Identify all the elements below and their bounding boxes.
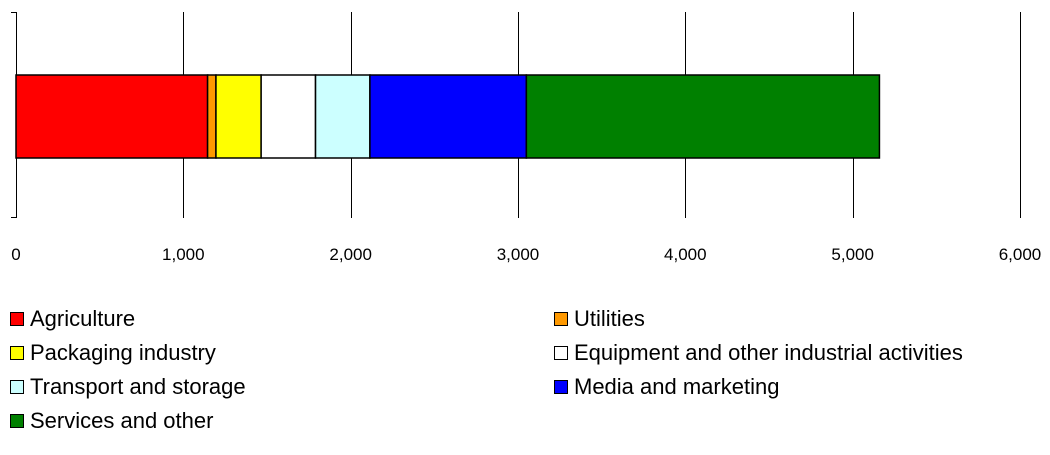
x-tick-label: 2,000 (329, 245, 372, 264)
legend-swatch (10, 380, 24, 394)
stacked-bar-chart: 0 1,000 2,000 3,000 4,000 5,000 6,000 (11, 12, 1041, 264)
legend: Agriculture Utilities Packaging industry Eq… (10, 304, 1050, 454)
x-tick-label: 4,000 (664, 245, 707, 264)
bar-segment (314, 74, 371, 159)
bar-segment (369, 74, 528, 159)
legend-item: Agriculture (10, 304, 135, 334)
bar-segment (215, 74, 262, 159)
legend-swatch (554, 312, 568, 326)
legend-swatch (10, 414, 24, 428)
bar-segment (206, 74, 217, 159)
x-tick-label: 6,000 (999, 245, 1042, 264)
legend-swatch (10, 312, 24, 326)
legend-item: Packaging industry (10, 338, 216, 368)
legend-item: Utilities (554, 304, 645, 334)
legend-label: Packaging industry (30, 340, 216, 365)
bar-segments (15, 74, 881, 159)
legend-label: Services and other (30, 408, 214, 433)
legend-item: Equipment and other industrial activitie… (554, 338, 963, 368)
legend-swatch (554, 346, 568, 360)
x-tick-label: 3,000 (497, 245, 540, 264)
legend-item: Transport and storage (10, 372, 246, 402)
x-tick-labels: 0 1,000 2,000 3,000 4,000 5,000 6,000 (11, 245, 1041, 264)
x-tick-label: 5,000 (831, 245, 874, 264)
bar-segment (260, 74, 317, 159)
legend-item: Services and other (10, 406, 213, 436)
legend-label: Equipment and other industrial activitie… (574, 340, 963, 365)
legend-swatch (10, 346, 24, 360)
legend-swatch (554, 380, 568, 394)
legend-label: Utilities (574, 306, 645, 331)
legend-item: Media and marketing (554, 372, 779, 402)
x-tick-label: 1,000 (162, 245, 205, 264)
bar-segment (525, 74, 881, 159)
legend-label: Media and marketing (574, 374, 780, 399)
x-tick-label: 0 (11, 245, 20, 264)
legend-label: Agriculture (30, 306, 136, 331)
legend-label: Transport and storage (30, 374, 246, 399)
bar-segment (15, 74, 209, 159)
